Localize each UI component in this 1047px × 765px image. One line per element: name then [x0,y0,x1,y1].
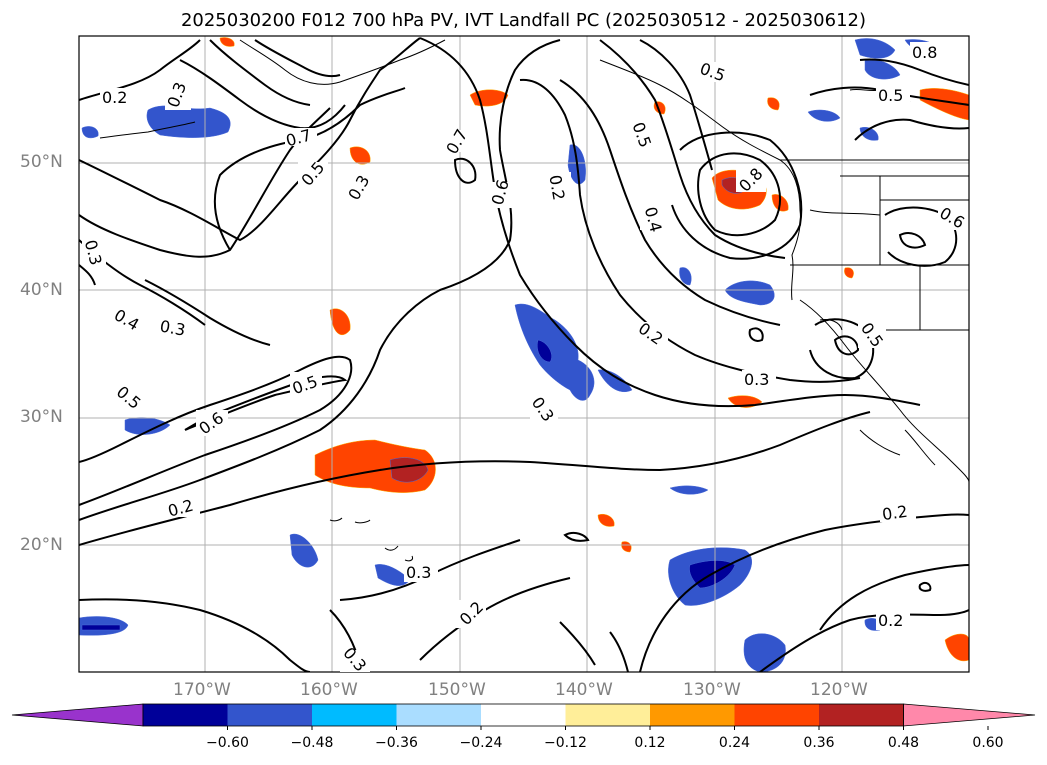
contour-label-layer: 0.2 0.3 0.7 0.5 0.3 0.7 0.6 0.2 0.4 0.5 … [81,42,968,675]
lon-label-170w: 170°W [173,680,231,700]
lon-label-160w: 160°W [300,680,358,700]
contour-label: 0.3 [406,563,431,582]
contour-label: 0.2 [881,502,909,524]
colorbar-segment [312,704,397,726]
lon-label-130w: 130°W [683,680,741,700]
colorbar-tick-label: −0.48 [291,735,334,751]
colorbar-segment [734,704,819,726]
colorbar-segment [650,704,735,726]
colorbar-segment [143,704,228,726]
colorbar-segment [481,704,566,726]
lat-label-20: 20°N [20,535,63,555]
contour-label: 0.5 [878,86,903,105]
lat-label-50: 50°N [20,152,63,172]
shading-layer [79,37,969,672]
colorbar: −0.60 −0.48 −0.36 −0.24 −0.12 0.12 0.24 0.36 0.4… [11,703,1036,751]
contour-label: 0.2 [878,611,903,630]
colorbar-segment [565,704,650,726]
colorbar-tick-label: 0.12 [634,735,665,751]
colorbar-extend-low [11,703,144,727]
coastlines [99,39,969,562]
lon-label-140w: 140°W [555,680,613,700]
colorbar-tick-label: −0.36 [375,735,418,751]
lat-label-30: 30°N [20,407,63,427]
colorbar-extend-high [903,703,1036,727]
contour-label: 0.2 [545,173,568,201]
colorbar-segment [396,704,481,726]
contour-label: 0.2 [102,88,127,107]
colorbar-segment [227,704,312,726]
contour-label: 0.8 [912,43,937,62]
colorbar-tick-label: 0.60 [972,735,1003,751]
colorbar-segment [819,704,904,726]
colorbar-outline [142,703,904,727]
colorbar-tick-label: −0.12 [544,735,587,751]
map-title: 2025030200 F012 700 hPa PV, IVT Landfall… [180,10,867,31]
lon-label-120w: 120°W [810,680,868,700]
colorbar-tick-label: 0.36 [803,735,834,751]
colorbar-tick-label: 0.24 [719,735,750,751]
colorbar-tick-label: −0.24 [460,735,503,751]
gridlines [79,36,969,672]
colorbar-tick-label: −0.60 [206,735,249,751]
colorbar-tick-label: 0.48 [888,735,919,751]
pv-contours [79,37,969,672]
lon-label-150w: 150°W [428,680,486,700]
contour-label: 0.3 [158,317,186,340]
map-frame [78,35,970,673]
lat-label-40: 40°N [20,280,63,300]
contour-label: 0.3 [744,370,769,389]
